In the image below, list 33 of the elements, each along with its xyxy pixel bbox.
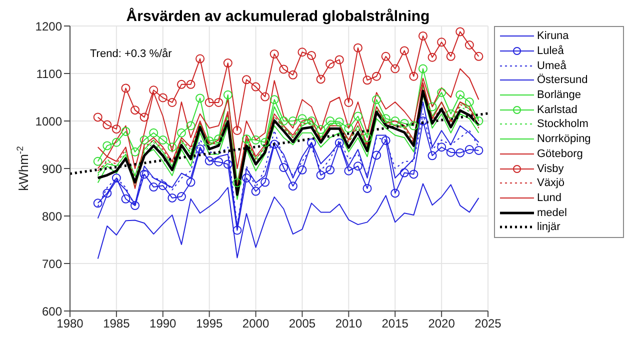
annotation: Trend: +0.3 %/år	[90, 48, 172, 60]
legend-label: Norrköping	[537, 133, 591, 146]
x-tick-label: 1980	[56, 316, 84, 331]
legend-label: Lund	[537, 192, 562, 204]
x-tick-label: 1990	[150, 316, 177, 331]
y-tick-label: 600	[42, 304, 62, 318]
legend-label: medel	[537, 206, 567, 219]
chart-title: Årsvärden av ackumulerad globalstrålning	[125, 8, 431, 25]
y-tick-label: 900	[42, 162, 62, 176]
x-tick-label: 1995	[196, 316, 224, 331]
legend-label: Luleå	[537, 45, 564, 58]
legend-label: Umeå	[537, 60, 566, 72]
legend-label: Karlstad	[537, 104, 578, 116]
legend-label: Kiruna	[537, 30, 569, 42]
legend-label: Östersund	[537, 74, 588, 86]
legend-label: Borlänge	[537, 89, 582, 102]
y-tick-label: 1100	[36, 66, 62, 81]
legend-label: Göteborg	[537, 148, 583, 160]
x-tick-label: 1985	[103, 316, 130, 331]
legend-label: linjär	[537, 221, 560, 234]
x-tick-label: 2020	[428, 316, 456, 331]
y-tick-label: 1000	[35, 114, 62, 128]
x-tick-label: 2015	[382, 316, 409, 331]
x-tick-label: 2005	[288, 316, 316, 331]
y-tick-label: 1200	[35, 19, 62, 34]
y-tick-label: 800	[42, 209, 62, 224]
y-tick-label: 700	[42, 256, 62, 271]
legend-label: Stockholm	[537, 118, 588, 130]
legend-label: Visby	[537, 162, 564, 175]
x-tick-label: 2010	[335, 316, 362, 331]
x-tick-label: 2000	[242, 316, 270, 331]
legend-label: Växjö	[537, 177, 565, 190]
x-tick-label: 2025	[474, 316, 502, 331]
